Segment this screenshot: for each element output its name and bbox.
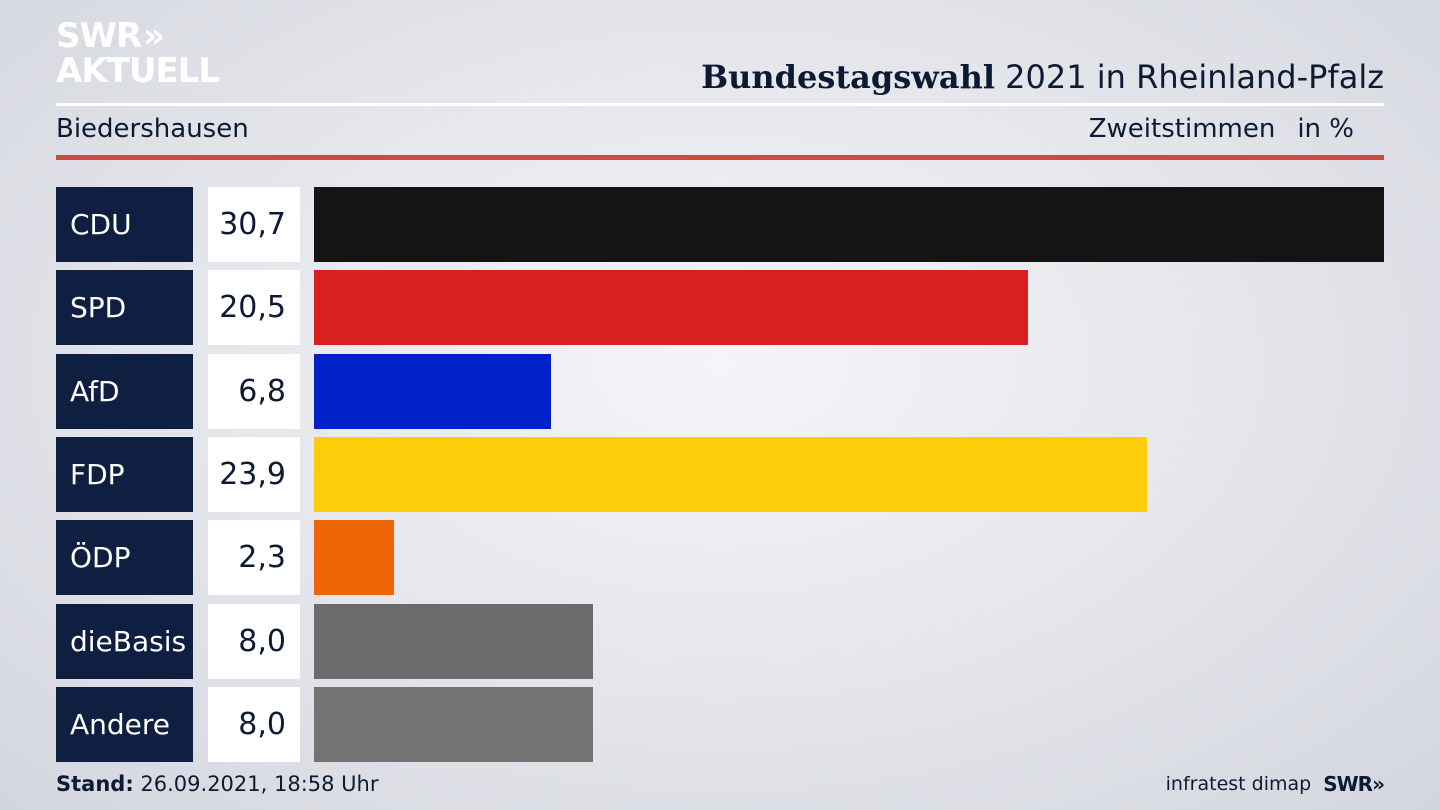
party-label: Andere xyxy=(56,686,193,762)
bar xyxy=(314,187,1384,262)
unit-label: in % xyxy=(1297,114,1354,144)
timestamp-label: Stand: xyxy=(56,772,134,796)
value-label: 30,7 xyxy=(208,187,300,262)
bar-row: SPD 20,5 xyxy=(56,270,1384,346)
logo-chevrons-icon: » xyxy=(143,16,165,56)
party-label: dieBasis xyxy=(56,603,193,679)
source-label: infratest dimap xyxy=(1165,773,1312,795)
party-label: ÖDP xyxy=(56,520,193,596)
header-divider xyxy=(56,103,1384,106)
bar-row: Andere 8,0 xyxy=(56,686,1384,762)
logo-aktuell-text: AKTUELL xyxy=(56,51,220,91)
swr-footer-logo: SWR» xyxy=(1323,772,1385,796)
chart-title-bold: Bundestagswahl xyxy=(701,58,995,96)
bar xyxy=(314,603,593,679)
bar xyxy=(314,353,551,429)
source-credit: infratest dimap SWR» xyxy=(1165,772,1385,796)
value-label: 8,0 xyxy=(208,603,300,679)
bar xyxy=(314,270,1028,346)
timestamp-value: 26.09.2021, 18:58 Uhr xyxy=(133,772,379,796)
value-label: 6,8 xyxy=(208,353,300,429)
bar xyxy=(314,520,394,596)
logo-swr-text: SWR xyxy=(56,16,142,56)
bar-row: CDU 30,7 xyxy=(56,187,1384,262)
swr-aktuell-logo: SWR » AKTUELL xyxy=(56,18,220,91)
bar-row: ÖDP 2,3 xyxy=(56,520,1384,596)
bar-row: FDP 23,9 xyxy=(56,436,1384,512)
value-label: 20,5 xyxy=(208,270,300,346)
location-label: Biedershausen xyxy=(56,114,249,144)
accent-divider xyxy=(56,155,1384,160)
measure-name: Zweitstimmen xyxy=(1088,114,1276,144)
measure-label: Zweitstimmen in % xyxy=(1089,114,1354,144)
timestamp: Stand: 26.09.2021, 18:58 Uhr xyxy=(56,772,379,796)
logo-line1: SWR » xyxy=(56,18,219,54)
party-label: FDP xyxy=(56,436,193,512)
chart-title-rest: 2021 in Rheinland-Pfalz xyxy=(995,58,1384,96)
bar xyxy=(314,686,593,762)
chart-title: Bundestagswahl 2021 in Rheinland-Pfalz xyxy=(701,58,1384,96)
party-label: AfD xyxy=(56,353,193,429)
value-label: 8,0 xyxy=(208,686,300,762)
party-label: SPD xyxy=(56,270,193,346)
value-label: 23,9 xyxy=(208,436,300,512)
bar-row: dieBasis 8,0 xyxy=(56,603,1384,679)
bar xyxy=(314,436,1147,512)
value-label: 2,3 xyxy=(208,520,300,596)
bar-row: AfD 6,8 xyxy=(56,353,1384,429)
party-label: CDU xyxy=(56,187,193,262)
